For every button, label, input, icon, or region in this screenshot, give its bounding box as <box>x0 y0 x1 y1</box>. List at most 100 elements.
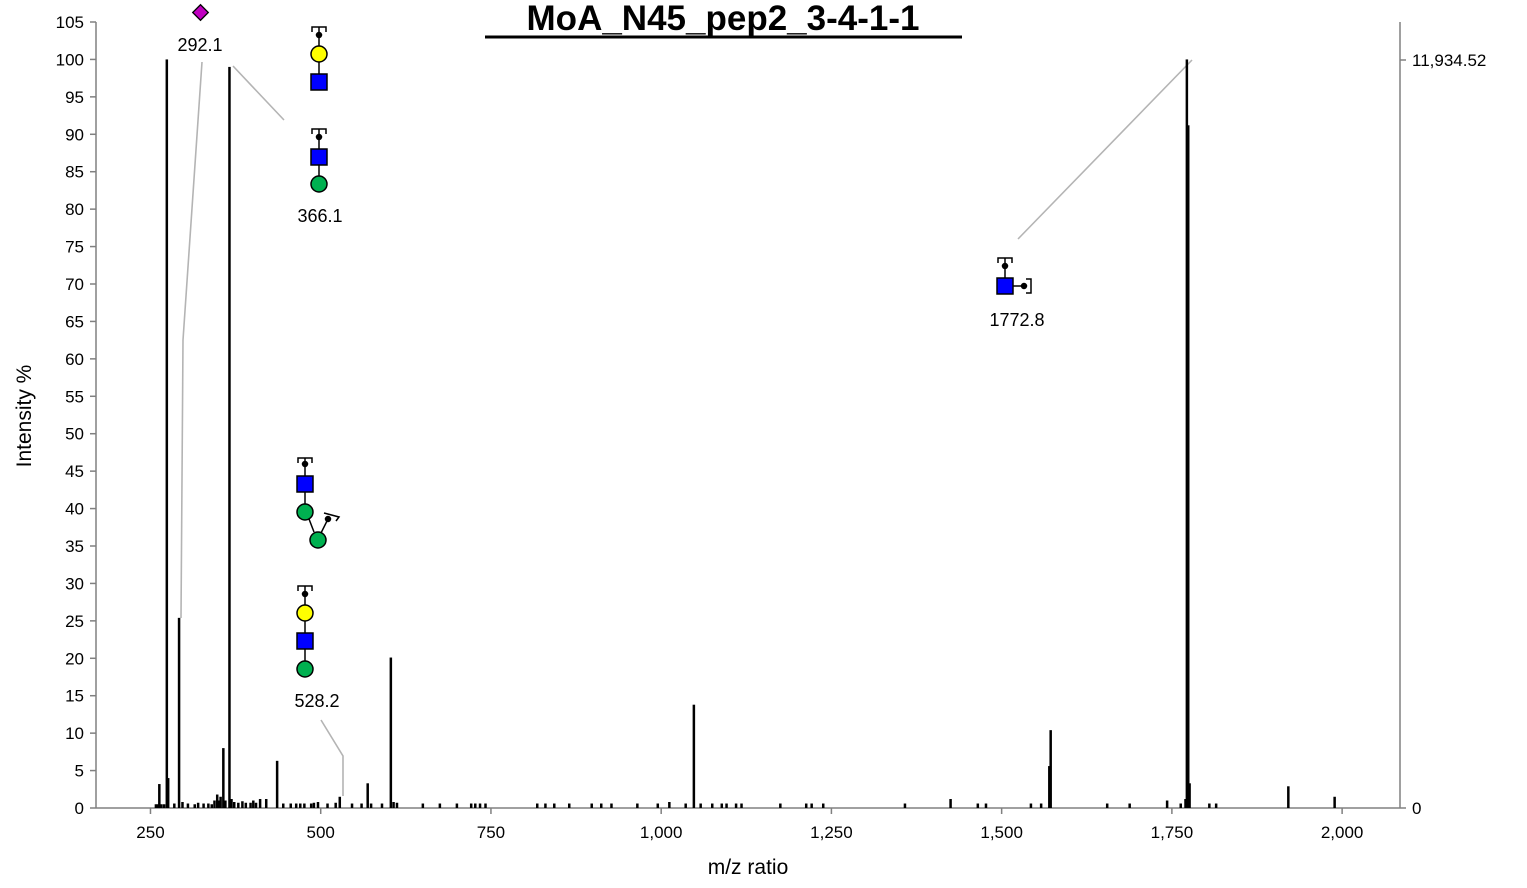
y-tick-label: 105 <box>56 13 84 32</box>
spectrum-peak <box>316 802 320 808</box>
x-axis-title: m/z ratio <box>708 856 789 879</box>
spectrum-peak <box>734 803 738 808</box>
spectrum-peak <box>173 803 176 808</box>
y-tick-label: 60 <box>65 350 84 369</box>
spectrum-peak <box>186 803 190 808</box>
spectrum-peak <box>366 783 369 808</box>
y-tick-label: 25 <box>65 612 84 631</box>
y-tick-label: 100 <box>56 50 84 69</box>
annotation-label-528: 528.2 <box>294 691 339 711</box>
y-tick-label: 65 <box>65 312 84 331</box>
spectrum-peak <box>1214 803 1218 808</box>
spectrum-peak <box>228 66 231 808</box>
spectrum-peak <box>949 799 952 808</box>
spectrum-peak <box>202 803 205 808</box>
galactose-circle-icon <box>296 604 314 622</box>
spectrum-peak <box>656 803 660 808</box>
mannose-circle-icon <box>296 503 314 521</box>
right-axis-bottom-label: 0 <box>1412 799 1421 818</box>
leader-line-292 <box>180 61 203 619</box>
spectrum-peak <box>162 804 166 808</box>
glycan-annotation-528-branched <box>296 457 341 549</box>
x-tick-label: 750 <box>477 823 505 842</box>
glycan-annotation-528-linear <box>296 585 314 678</box>
x-tick-label: 1,500 <box>980 823 1023 842</box>
spectrum-peak <box>177 617 181 808</box>
spectrum-peak <box>303 803 306 808</box>
spectrum-peak <box>217 800 220 808</box>
spectrum-peak <box>166 778 170 808</box>
spectrum-peak <box>478 803 482 808</box>
spectrum-peak <box>380 803 384 808</box>
spectrum-peak <box>222 748 225 808</box>
spectrum-peak <box>544 803 547 808</box>
spectrum-peak <box>244 802 248 808</box>
spectrum-peak <box>699 803 702 808</box>
spectrum-peak <box>1165 800 1169 808</box>
spectrum-peak <box>241 801 244 808</box>
spectrum-peak <box>1287 786 1290 808</box>
spectrum-peak <box>232 802 236 808</box>
spectrum-peak <box>1333 796 1336 808</box>
cleavage-dot-icon <box>301 460 309 468</box>
spectrum-peak <box>684 803 687 808</box>
spectrum-peak <box>903 803 907 808</box>
leader-line-366 <box>232 65 285 121</box>
y-tick-label: 90 <box>65 125 84 144</box>
x-tick-label: 1,000 <box>640 823 683 842</box>
x-tick-label: 2,000 <box>1321 823 1364 842</box>
glycan-annotation-292: 292.1 <box>177 3 223 55</box>
annotation-label-366: 366.1 <box>297 206 342 226</box>
chart-title: MoA_N45_pep2_3-4-1-1 <box>527 0 920 38</box>
spectrum-peak <box>369 803 373 808</box>
spectrum-peak <box>779 803 782 808</box>
glcnac-square-icon <box>310 148 328 166</box>
y-tick-label: 45 <box>65 462 84 481</box>
spectrum-peak <box>600 803 603 808</box>
spectrum-peak <box>165 59 169 809</box>
spectrum-peak <box>455 803 459 808</box>
y-tick-label: 35 <box>65 537 84 556</box>
y-tick-label: 95 <box>65 88 84 107</box>
spectrum-peak <box>553 803 556 808</box>
spectrum-peak <box>289 803 292 808</box>
spectrum-peak <box>312 802 316 808</box>
spectrum-peak <box>264 799 268 808</box>
annotation-leader-lines <box>180 59 1193 796</box>
spectrum-peak <box>590 803 593 808</box>
y-tick-label: 30 <box>65 574 84 593</box>
x-tick-label: 500 <box>307 823 335 842</box>
cleavage-dot-icon <box>1001 262 1009 270</box>
spectrum-peak <box>804 803 808 808</box>
spectrum-peak <box>350 803 354 808</box>
spectrum-peak <box>282 803 285 808</box>
spectrum-peak <box>237 802 240 808</box>
spectrum-peak <box>810 803 813 808</box>
spectrum-peak <box>469 803 473 808</box>
spectrum-peak <box>249 802 252 808</box>
spectrum-peaks <box>154 59 1336 809</box>
mannose-circle-icon <box>309 531 327 549</box>
x-tick-label: 250 <box>136 823 164 842</box>
spectrum-peak <box>438 803 442 808</box>
y-tick-label: 5 <box>75 762 84 781</box>
spectrum-peak <box>1048 766 1051 808</box>
x-axis-ticks: 250 500 750 1,000 1,250 1,500 1,750 2,000 <box>136 808 1363 842</box>
cleavage-dot-icon <box>315 133 323 141</box>
spectrum-peak <box>254 802 258 808</box>
spectrum-peak <box>158 784 161 808</box>
spectrum-peak <box>668 802 671 808</box>
glycan-annotation-366 <box>310 26 328 193</box>
spectrum-peak <box>294 803 298 808</box>
spectrum-peak <box>210 804 214 808</box>
glcnac-square-icon <box>296 632 314 650</box>
spectrum-peak <box>720 803 724 808</box>
x-tick-label: 1,250 <box>810 823 853 842</box>
spectrum-peak <box>389 657 393 808</box>
y-tick-label: 85 <box>65 163 84 182</box>
spectrum-peak <box>421 803 425 808</box>
cleavage-dot-icon <box>1020 282 1028 290</box>
y-tick-label: 0 <box>75 799 84 818</box>
glcnac-square-icon <box>296 475 314 493</box>
